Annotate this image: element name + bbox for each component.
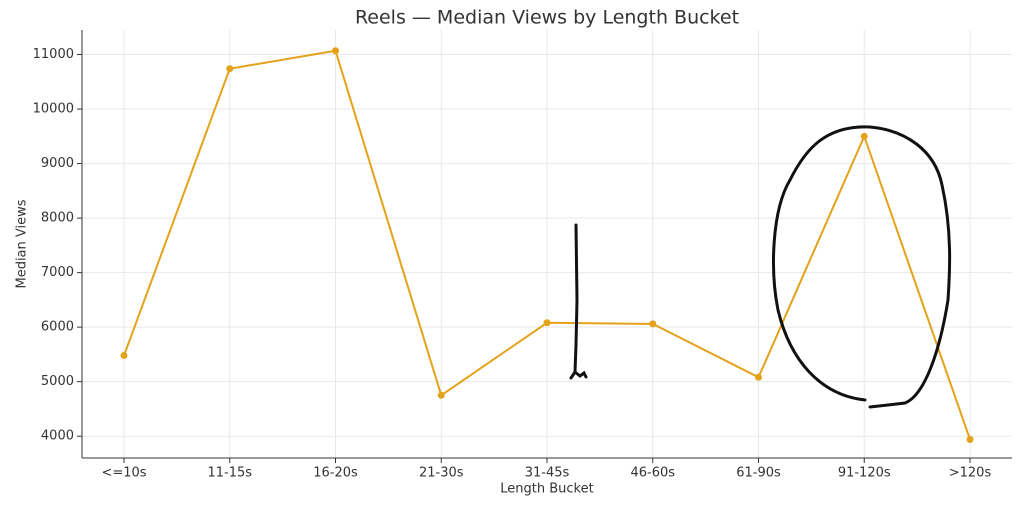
y-axis-label: Median Views [15, 199, 30, 288]
x-tick-label: 11-15s [207, 466, 252, 481]
y-tick-label: 10000 [33, 102, 74, 117]
hand-circle [772, 125, 952, 409]
x-tick-label: 46-60s [630, 466, 675, 481]
x-axis-label: Length Bucket [500, 482, 593, 497]
x-tick-label: 31-45s [525, 466, 570, 481]
point [543, 319, 551, 327]
x-tick-label: 16-20s [313, 466, 358, 481]
y-tick-label: 9000 [41, 156, 74, 171]
plot-area: 4000 5000 6000 7000 8000 9000 10000 11000 <=10s 1… [33, 30, 1012, 481]
x-tick-label: 91-120s [838, 466, 891, 481]
y-tick-label: 7000 [41, 265, 74, 280]
x-tick-label: >120s [949, 466, 992, 481]
point [120, 351, 128, 359]
y-tick-label: 8000 [41, 211, 74, 226]
y-tick-label: 5000 [41, 374, 74, 389]
point [437, 391, 445, 399]
point [755, 373, 762, 381]
x-tick-label: <=10s [101, 466, 146, 481]
point [860, 132, 868, 140]
x-tick-label: 61-90s [736, 466, 781, 481]
hand-arrow [569, 223, 588, 380]
point [226, 65, 234, 73]
point [332, 47, 339, 55]
y-tick-label: 11000 [33, 47, 74, 62]
y-tick-label: 4000 [41, 429, 74, 444]
x-tick-label: 21-30s [419, 466, 464, 481]
point [649, 320, 657, 328]
chart-title: Reels — Median Views by Length Bucket [355, 7, 739, 29]
hand-annotation [569, 125, 952, 409]
point [966, 435, 974, 443]
y-tick-label: 6000 [41, 320, 74, 335]
